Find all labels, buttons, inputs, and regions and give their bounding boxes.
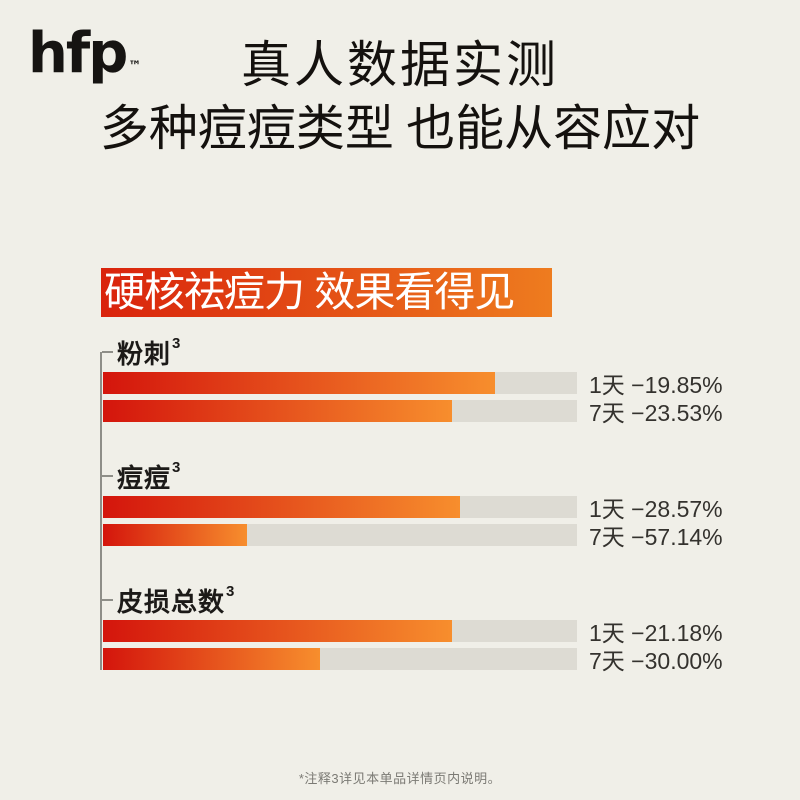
group-label: 皮损总数: [117, 586, 226, 617]
bar-value-label: 7天 −57.14%: [589, 524, 723, 550]
headline-line2: 多种痘痘类型 也能从容应对: [99, 101, 701, 156]
group-tick: [102, 599, 113, 601]
bar-track: [103, 496, 577, 518]
group-footnote-marker: 3: [172, 334, 182, 352]
bar-track: [103, 400, 577, 422]
bar-fill: [103, 400, 452, 422]
bar-row: 1天 −19.85%: [100, 372, 760, 398]
bar-value-label: 1天 −19.85%: [589, 372, 723, 398]
brand-logo-text: hfp: [28, 21, 128, 86]
bar-fill: [103, 524, 248, 546]
group-tick: [102, 475, 113, 477]
bar-row: 1天 −21.18%: [100, 620, 760, 646]
footnote: *注释3详见本单品详情页内说明。: [298, 771, 502, 786]
axis-line: [100, 352, 102, 670]
bar-track: [103, 524, 577, 546]
group-label-row: 痘痘 3: [100, 458, 760, 493]
chart-group: 痘痘 3 1天 −28.57% 7天 −57.14%: [100, 458, 760, 550]
trademark-symbol: ™: [128, 59, 142, 74]
bar-track: [103, 648, 577, 670]
bar-value-label: 1天 −21.18%: [589, 620, 723, 646]
group-label-row: 粉刺 3: [100, 334, 760, 369]
group-footnote-marker: 3: [172, 458, 182, 476]
chart-group: 皮损总数 3 1天 −21.18% 7天 −30.00%: [100, 582, 760, 674]
chart-groups-container: 粉刺 3 1天 −19.85% 7天 −23.53% 痘痘 3 1天 −28.57% 7天 −…: [100, 334, 760, 674]
bar-fill: [103, 648, 321, 670]
brand-logo: hfp ™: [28, 26, 142, 82]
bar-track: [103, 620, 577, 642]
group-tick: [102, 351, 113, 353]
chart: 粉刺 3 1天 −19.85% 7天 −23.53% 痘痘 3 1天 −28.57% 7天 −…: [100, 334, 760, 710]
bar-row: 7天 −57.14%: [100, 524, 760, 550]
bar-fill: [103, 372, 495, 394]
chart-title-banner: 硬核祛痘力 效果看得见: [101, 268, 552, 317]
group-label: 粉刺: [117, 338, 172, 369]
bar-fill: [103, 496, 460, 518]
bar-value-label: 1天 −28.57%: [589, 496, 723, 522]
headline-line1: 真人数据实测: [241, 37, 559, 93]
bar-track: [103, 372, 577, 394]
bar-value-label: 7天 −23.53%: [589, 400, 723, 426]
bar-row: 1天 −28.57%: [100, 496, 760, 522]
group-label: 痘痘: [117, 462, 172, 493]
bar-row: 7天 −23.53%: [100, 400, 760, 426]
headline: 真人数据实测 多种痘痘类型 也能从容应对: [0, 34, 800, 160]
group-footnote-marker: 3: [226, 582, 236, 600]
bar-row: 7天 −30.00%: [100, 648, 760, 674]
bar-value-label: 7天 −30.00%: [589, 648, 723, 674]
chart-group: 粉刺 3 1天 −19.85% 7天 −23.53%: [100, 334, 760, 426]
bar-fill: [103, 620, 452, 642]
group-label-row: 皮损总数 3: [100, 582, 760, 617]
